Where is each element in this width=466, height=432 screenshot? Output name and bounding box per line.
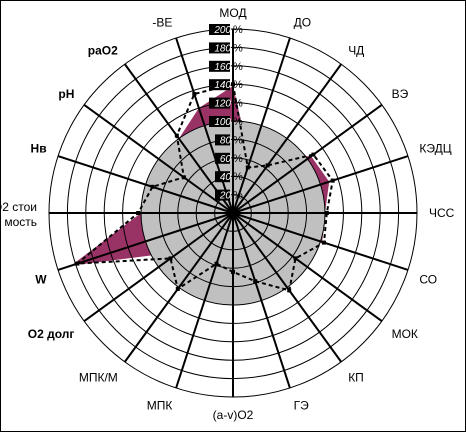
r-tick-percent: % [233,190,243,202]
grid-spoke [232,155,409,214]
series-outline-point [287,288,292,293]
grid-spoke [57,212,234,271]
r-tick-label-bg [215,134,230,146]
category-label: W [35,273,47,287]
grid-spoke [232,212,383,323]
series-outline-point [175,286,180,291]
grid-spoke [232,212,291,389]
series-outline-point [174,133,179,138]
category-label: О2 долг [28,327,75,341]
category-label: МПК [147,398,173,412]
series-outline-point [214,261,219,266]
category-label: paO2 [88,43,118,57]
series-outline-point [231,269,235,274]
r-tick-percent: % [233,134,243,146]
category-label: ВЭ [392,87,409,101]
r-tick-percent: % [233,171,243,183]
r-tick-label: 180 [214,43,231,54]
series-outline-point [311,152,316,157]
series-outline-point [245,165,250,170]
r-tick-label-bg [209,24,230,35]
grid-spoke [57,155,234,214]
series-outline-point [231,82,235,87]
series-outline-point [253,279,258,284]
category-label: -ВЕ [152,16,172,30]
r-tick-label-bg [209,60,230,72]
r-tick-label-bg [209,116,230,127]
series-outline-point [322,240,326,245]
r-tick-label: 140 [214,80,231,91]
category-label: МОД [219,6,246,20]
r-tick-percent: % [233,79,243,91]
r-tick-label-bg [215,171,230,183]
series-outline-point [150,184,155,189]
r-tick-percent: % [233,98,243,110]
category-label: ГЭ [294,398,309,412]
r-tick-label-bg [209,79,230,91]
r-tick-percent: % [233,42,243,54]
r-tick-label: 160 [214,62,231,73]
r-tick-percent: % [233,61,243,73]
category-label: КП [348,371,364,385]
grid-spoke [232,212,409,271]
category-label: pH [58,87,74,101]
r-tick-label-bg [209,42,230,54]
r-tick-percent: % [233,24,243,36]
center-hub [228,208,238,218]
grid-spoke [232,37,291,214]
grid-spoke [83,103,234,214]
r-tick-label-bg [209,97,230,109]
series-outline-point [168,256,173,261]
category-label: СО [419,273,437,287]
category-label: (a-v)O2 [213,408,254,422]
category-label: Нв [31,141,47,155]
r-tick-label: 100 [214,117,231,128]
series-outline-point [192,92,197,96]
grid-spoke [123,63,234,214]
grid-spoke [232,63,343,214]
grid-spoke [83,212,234,323]
series-outline-point [75,261,80,266]
r-tick-label: 200 [213,25,231,36]
grid-spoke [175,212,234,389]
series-outline-point [136,211,141,215]
grid-spoke [232,103,383,214]
series-outline-point [293,256,298,261]
category-label: ДО [294,16,311,30]
category-label: ЧСС [429,206,455,220]
series-outline-point [324,211,329,215]
r-tick-percent: % [233,153,243,165]
series-outline-point [330,178,335,183]
series-outline-point [181,175,186,180]
r-tick-label: 60 [220,154,232,165]
series-outline-point [265,163,270,168]
grid-spoke [175,37,234,214]
r-tick-label: 80 [220,135,232,146]
r-tick-label: 20 [219,191,232,202]
r-tick-label: 40 [220,172,232,183]
r-tick-label: 120 [214,99,231,110]
grid-spoke [232,212,343,363]
r-tick-percent: % [233,116,243,128]
r-tick-label-bg [215,189,230,201]
category-label: МПК/М [79,371,118,385]
category-label: КЭДЦ [419,141,451,155]
category-label: МОК [392,327,418,341]
r-tick-label-bg [215,152,230,164]
category-label: ЧД [348,43,364,57]
